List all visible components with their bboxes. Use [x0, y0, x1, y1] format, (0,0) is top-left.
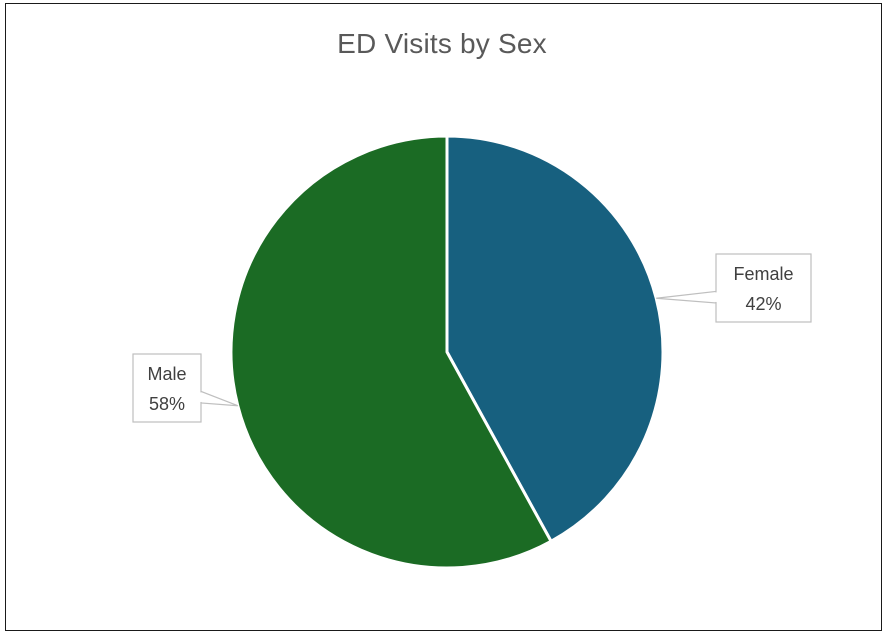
- pie-slice-female: [445, 134, 665, 543]
- pie-slices: [229, 134, 665, 570]
- callout-box-male: [132, 353, 202, 423]
- callout-leader-male: [200, 390, 239, 407]
- slice-label-female: Female: [733, 264, 793, 284]
- callout-leader-female: [656, 290, 717, 304]
- pie-callouts: Female 42% Male 58%: [132, 253, 812, 423]
- slice-value-female: 42%: [745, 294, 781, 314]
- chart-title: ED Visits by Sex: [337, 28, 547, 59]
- slice-label-male: Male: [147, 364, 186, 384]
- slice-value-male: 58%: [149, 394, 185, 414]
- callout-box-female: [715, 253, 812, 323]
